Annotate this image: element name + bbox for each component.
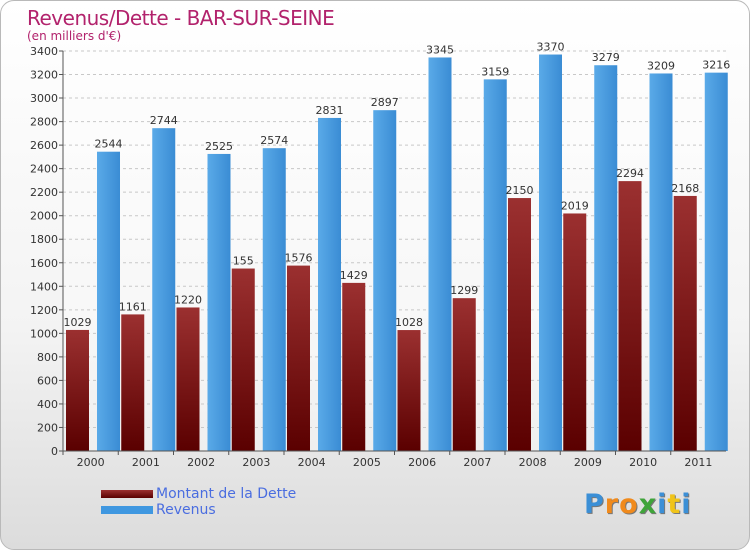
bar-label-revenus: 2831 xyxy=(316,104,344,117)
proxiti-logo: Proxiti xyxy=(584,489,692,520)
y-tick-label: 600 xyxy=(37,374,58,387)
bar-revenus xyxy=(649,73,673,452)
y-tick-label: 1000 xyxy=(30,327,58,340)
bar-label-dette: 2150 xyxy=(506,184,534,197)
bar-revenus xyxy=(262,148,286,452)
bar-dette xyxy=(176,307,200,451)
x-tick-label: 2011 xyxy=(684,456,712,469)
y-tick-label: 3400 xyxy=(30,45,58,58)
bar-revenus xyxy=(539,54,562,451)
y-tick-label: 1200 xyxy=(30,304,58,317)
bar-dette xyxy=(673,195,697,451)
bar-label-revenus: 2897 xyxy=(371,96,399,109)
bar-label-dette: 1299 xyxy=(450,284,478,297)
y-tick-label: 3200 xyxy=(30,69,58,82)
bar-dette xyxy=(121,314,145,451)
logo-letter: i xyxy=(657,489,668,520)
bar-dette xyxy=(452,298,476,451)
bar-label-dette: 1029 xyxy=(64,316,92,329)
bar-revenus xyxy=(152,128,176,452)
y-tick-label: 0 xyxy=(51,445,58,458)
logo-letter: P xyxy=(584,489,605,520)
bar-dette xyxy=(508,198,531,451)
bar-revenus xyxy=(207,153,231,452)
y-tick-label: 800 xyxy=(37,351,58,364)
bar-label-revenus: 3159 xyxy=(481,65,509,78)
logo-letter: t xyxy=(667,489,682,520)
bar-revenus xyxy=(318,117,341,452)
x-tick-label: 2002 xyxy=(187,456,215,469)
bar-label-dette: 2294 xyxy=(616,167,644,180)
bar-dette xyxy=(231,268,255,451)
bar-label-revenus: 2744 xyxy=(150,114,178,127)
x-tick-label: 2007 xyxy=(463,456,491,469)
logo-letter: r xyxy=(604,489,620,520)
chart-subtitle: (en milliers d'€) xyxy=(27,29,122,43)
bar-dette xyxy=(342,282,366,451)
y-tick-label: 3000 xyxy=(30,92,58,105)
legend-label-dette: Montant de la Dette xyxy=(156,486,297,502)
bar-label-dette: 2168 xyxy=(671,182,699,195)
bar-label-dette: 1028 xyxy=(395,316,423,329)
x-tick-label: 2004 xyxy=(298,456,326,469)
y-tick-label: 2200 xyxy=(30,186,58,199)
bar-label-dette: 2019 xyxy=(561,199,589,212)
y-tick-label: 2000 xyxy=(30,210,58,223)
bar-revenus xyxy=(373,110,397,452)
logo-letter: o xyxy=(619,489,639,520)
x-tick-label: 2000 xyxy=(77,456,105,469)
x-tick-label: 2001 xyxy=(132,456,160,469)
x-tick-label: 2003 xyxy=(242,456,270,469)
y-tick-label: 2600 xyxy=(30,139,58,152)
bar-revenus xyxy=(428,57,452,452)
bar-label-dette: 1576 xyxy=(285,252,313,265)
legend-swatch-dette xyxy=(101,490,153,498)
bar-label-revenus: 3345 xyxy=(426,43,454,56)
bar-revenus xyxy=(97,151,120,452)
y-tick-label: 400 xyxy=(37,398,58,411)
x-tick-label: 2005 xyxy=(353,456,381,469)
bar-label-revenus: 3370 xyxy=(537,41,565,54)
bar-label-dette: 1429 xyxy=(340,269,368,282)
bar-revenus xyxy=(594,65,618,451)
x-tick-label: 2010 xyxy=(629,456,657,469)
x-tick-label: 2008 xyxy=(519,456,547,469)
bar-dette xyxy=(563,213,587,451)
y-tick-label: 200 xyxy=(37,421,58,434)
legend-label-revenus: Revenus xyxy=(156,502,216,518)
bar-label-revenus: 2544 xyxy=(95,138,123,151)
y-tick-label: 1400 xyxy=(30,280,58,293)
bar-dette xyxy=(618,181,642,451)
logo-letter: x xyxy=(638,489,658,520)
bar-label-revenus: 2525 xyxy=(205,140,233,153)
logo-letter: i xyxy=(681,489,692,520)
bar-revenus xyxy=(704,72,728,451)
bar-label-revenus: 2574 xyxy=(260,134,288,147)
bar-label-revenus: 3209 xyxy=(647,59,675,72)
bar-label-revenus: 3216 xyxy=(702,59,730,72)
bar-label-dette: 1220 xyxy=(174,293,202,306)
x-tick-label: 2006 xyxy=(408,456,436,469)
bar-dette xyxy=(66,329,89,451)
legend-swatch-revenus xyxy=(101,506,153,514)
bar-label-dette: 155 xyxy=(233,255,254,268)
y-tick-label: 1600 xyxy=(30,257,58,270)
y-tick-label: 1800 xyxy=(30,233,58,246)
y-tick-label: 2800 xyxy=(30,116,58,129)
bar-label-revenus: 3279 xyxy=(592,51,620,64)
bar-dette xyxy=(287,265,310,451)
chart-title: Revenus/Dette - BAR-SUR-SEINE xyxy=(27,6,335,30)
x-tick-label: 2009 xyxy=(574,456,602,469)
y-tick-label: 2400 xyxy=(30,163,58,176)
bar-revenus xyxy=(483,79,507,452)
bar-label-dette: 1161 xyxy=(119,300,147,313)
bar-dette xyxy=(397,330,421,451)
